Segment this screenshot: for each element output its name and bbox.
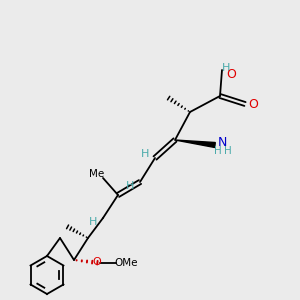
- Text: Me: Me: [89, 169, 105, 179]
- Text: H: H: [141, 149, 149, 159]
- Text: N: N: [217, 136, 227, 149]
- Text: OMe: OMe: [114, 258, 138, 268]
- Polygon shape: [175, 140, 215, 148]
- Text: H: H: [89, 217, 97, 227]
- Text: H: H: [126, 181, 134, 191]
- Text: H: H: [222, 63, 230, 73]
- Text: O: O: [248, 98, 258, 110]
- Text: H: H: [224, 146, 232, 156]
- Text: H: H: [214, 146, 222, 156]
- Text: O: O: [93, 257, 101, 267]
- Text: O: O: [226, 68, 236, 80]
